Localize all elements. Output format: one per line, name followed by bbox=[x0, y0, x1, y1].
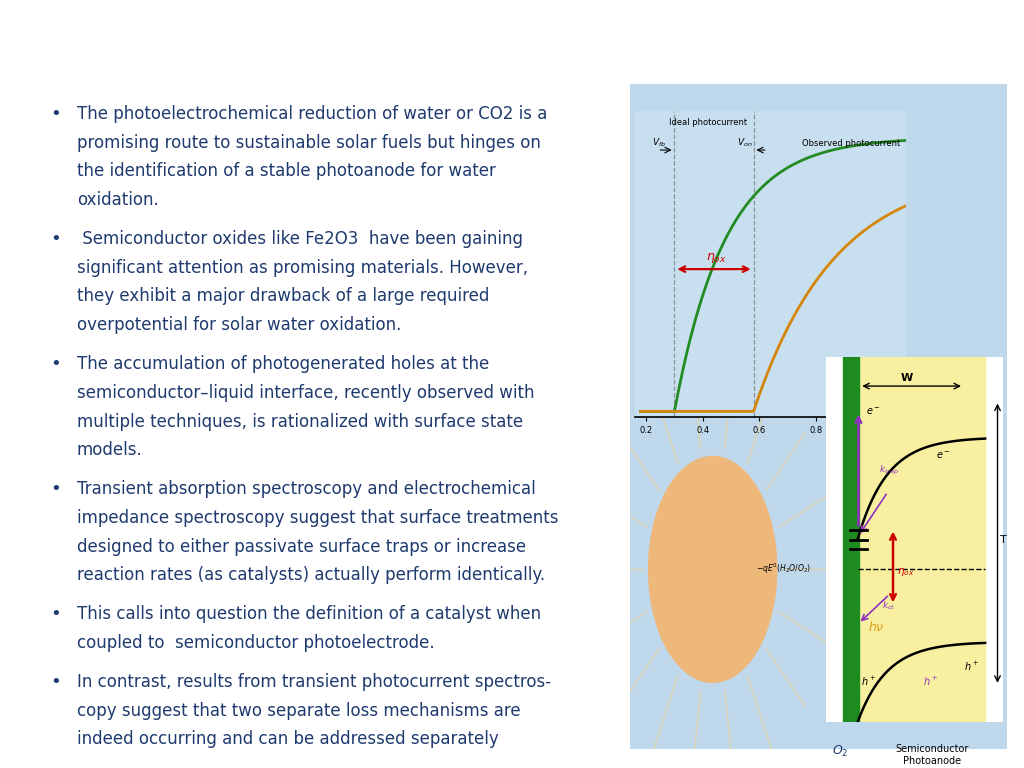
Text: Ideal photocurrent: Ideal photocurrent bbox=[669, 118, 746, 127]
Text: Semiconductor oxides like Fe2O3  have been gaining: Semiconductor oxides like Fe2O3 have bee… bbox=[77, 230, 523, 248]
Text: indeed occurring and can be addressed separately: indeed occurring and can be addressed se… bbox=[77, 730, 499, 748]
Text: In contrast, results from transient photocurrent spectros-: In contrast, results from transient phot… bbox=[77, 673, 551, 691]
Text: $\eta_{ox}$: $\eta_{ox}$ bbox=[706, 250, 726, 265]
Text: $k_{trap}$: $k_{trap}$ bbox=[879, 465, 899, 478]
Text: $h^+$: $h^+$ bbox=[964, 660, 979, 673]
Text: The accumulation of photogenerated holes at the: The accumulation of photogenerated holes… bbox=[77, 355, 489, 373]
Text: the identification of a stable photoanode for water: the identification of a stable photoanod… bbox=[77, 162, 496, 180]
Text: W: W bbox=[901, 372, 913, 382]
Text: significant attention as promising materials. However,: significant attention as promising mater… bbox=[77, 259, 528, 276]
Text: $h^+$: $h^+$ bbox=[923, 674, 938, 687]
Text: semiconductor–liquid interface, recently observed with: semiconductor–liquid interface, recently… bbox=[77, 384, 535, 402]
Text: $V_{app} \gg V_{fb}$: $V_{app} \gg V_{fb}$ bbox=[844, 390, 887, 403]
Text: Semiconductor
Photoanode: Semiconductor Photoanode bbox=[895, 744, 969, 766]
Text: •: • bbox=[50, 605, 60, 624]
Text: designed to either passivate surface traps or increase: designed to either passivate surface tra… bbox=[77, 538, 526, 556]
Text: Observed photocurrent: Observed photocurrent bbox=[802, 139, 900, 147]
Text: copy suggest that two separate loss mechanisms are: copy suggest that two separate loss mech… bbox=[77, 702, 520, 720]
Text: This calls into question the definition of a catalyst when: This calls into question the definition … bbox=[77, 605, 541, 624]
Text: promising route to sustainable solar fuels but hinges on: promising route to sustainable solar fue… bbox=[77, 134, 541, 152]
Text: The photoelectrochemical reduction of water or CO2 is a: The photoelectrochemical reduction of wa… bbox=[77, 105, 547, 123]
Text: $e^-$: $e^-$ bbox=[936, 450, 950, 461]
Text: $\eta_{ox}$: $\eta_{ox}$ bbox=[897, 567, 914, 578]
Text: $k_{ct}$: $k_{ct}$ bbox=[883, 600, 896, 612]
Text: $h\nu$: $h\nu$ bbox=[868, 620, 885, 634]
Bar bbox=[857, 357, 985, 722]
Text: Photoelectrodes for solar fuel production: Photoelectrodes for solar fuel productio… bbox=[200, 21, 824, 50]
Text: they exhibit a major drawback of a large required: they exhibit a major drawback of a large… bbox=[77, 287, 489, 306]
Text: $e^-$: $e^-$ bbox=[866, 406, 882, 417]
Circle shape bbox=[648, 456, 777, 682]
Text: multiple techniques, is rationalized with surface state: multiple techniques, is rationalized wit… bbox=[77, 412, 523, 431]
Text: reaction rates (as catalysts) actually perform identically.: reaction rates (as catalysts) actually p… bbox=[77, 566, 545, 584]
Text: coupled to  semiconductor photoelectrode.: coupled to semiconductor photoelectrode. bbox=[77, 634, 434, 652]
Text: •: • bbox=[50, 105, 60, 123]
Text: •: • bbox=[50, 230, 60, 248]
Text: Transient absorption spectroscopy and electrochemical: Transient absorption spectroscopy and el… bbox=[77, 480, 536, 498]
Text: $h^+$: $h^+$ bbox=[861, 674, 877, 687]
Text: $V_{on}$: $V_{on}$ bbox=[736, 137, 753, 149]
Text: $-qE^0(H_2O/O_2)$: $-qE^0(H_2O/O_2)$ bbox=[757, 561, 812, 576]
Text: $V_{fb}$: $V_{fb}$ bbox=[652, 137, 666, 149]
Text: •: • bbox=[50, 355, 60, 373]
Text: models.: models. bbox=[77, 442, 142, 459]
Text: $O_2$: $O_2$ bbox=[831, 744, 848, 760]
Text: •: • bbox=[50, 480, 60, 498]
Text: overpotential for solar water oxidation.: overpotential for solar water oxidation. bbox=[77, 316, 401, 334]
Text: T: T bbox=[1000, 535, 1007, 545]
Bar bbox=[844, 357, 859, 722]
Text: oxidation.: oxidation. bbox=[77, 191, 159, 209]
Text: •: • bbox=[50, 673, 60, 691]
Text: impedance spectroscopy suggest that surface treatments: impedance spectroscopy suggest that surf… bbox=[77, 509, 558, 527]
